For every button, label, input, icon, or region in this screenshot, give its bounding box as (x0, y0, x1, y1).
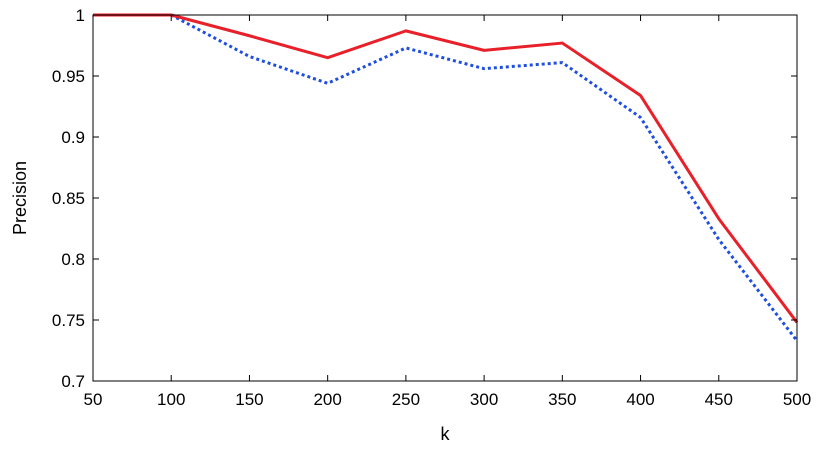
y-tick-label: 1 (76, 6, 85, 25)
x-tick-label: 500 (783, 390, 811, 409)
x-tick-label: 150 (235, 390, 263, 409)
series-layer (93, 13, 799, 342)
x-tick-label: 450 (705, 390, 733, 409)
y-tick-label: 0.75 (52, 311, 85, 330)
x-tick-label: 250 (392, 390, 420, 409)
y-tick-label: 0.95 (52, 67, 85, 86)
x-axis-label: k (441, 424, 451, 444)
y-tick-label: 0.9 (61, 128, 85, 147)
tick-layer: 50 100 150 200 250 300 350 400 450 500 0.7 0.75 0.8 0… (52, 6, 811, 409)
plot-area (93, 15, 797, 381)
x-tick-label: 300 (470, 390, 498, 409)
series-line-solid (93, 13, 799, 324)
y-tick-label: 0.8 (61, 250, 85, 269)
x-tick-label: 350 (548, 390, 576, 409)
x-tick-label: 400 (626, 390, 654, 409)
y-tick-label: 0.7 (61, 372, 85, 391)
series-line-dotted (93, 13, 799, 342)
plot-frame (92, 14, 798, 382)
x-tick-label: 200 (313, 390, 341, 409)
y-axis-label: Precision (10, 161, 30, 235)
y-tick-label: 0.85 (52, 189, 85, 208)
x-tick-label: 50 (84, 390, 103, 409)
x-tick-label: 100 (157, 390, 185, 409)
